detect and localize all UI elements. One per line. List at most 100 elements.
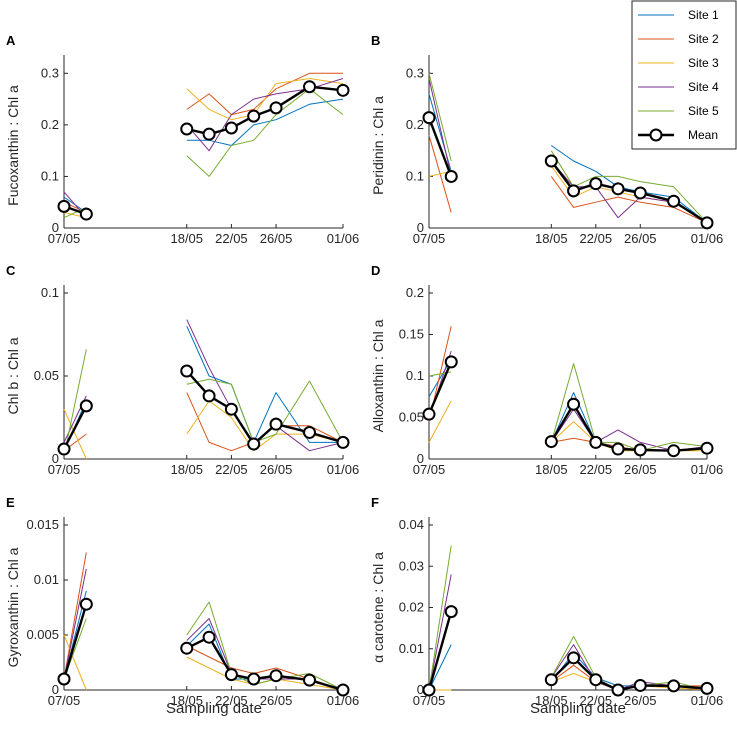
panel-letter: D (371, 263, 380, 278)
series-line-site-3 (63, 408, 87, 460)
x-tick-label: 26/05 (624, 693, 657, 708)
mean-point-marker (202, 389, 216, 403)
x-tick-label: 22/05 (215, 462, 248, 477)
panel-f: F 0 0.01 0.02 0.03 0.04 07/05 18/05 22/05 26/05 01… (370, 495, 723, 708)
mean-point-marker (589, 673, 603, 687)
series-line-site-2 (63, 552, 87, 680)
x-tick-label: 18/05 (170, 231, 203, 246)
y-tick-label: 0 (417, 220, 424, 235)
legend: Site 1 Site 2 Site 3 Site 4 Site 5 Mean (631, 0, 737, 150)
panel-letter: E (6, 495, 15, 510)
mean-point-marker (611, 442, 625, 456)
mean-point-marker (303, 673, 317, 687)
series-line-site-5 (428, 73, 452, 162)
x-tick-label: 01/06 (327, 693, 360, 708)
series-line-site-3 (428, 400, 452, 443)
y-axis-title: Peridinin : Chl a (370, 96, 386, 195)
mean-point-marker (336, 435, 350, 449)
x-tick-label: 07/05 (413, 231, 446, 246)
mean-point-marker (269, 417, 283, 431)
mean-point-marker (700, 441, 714, 455)
legend-marker (649, 128, 663, 142)
x-tick-label: 01/06 (691, 693, 724, 708)
series-line-site-4 (550, 644, 708, 691)
mean-point-marker (611, 683, 625, 697)
legend-label: Site 2 (688, 32, 719, 46)
series-line-mean (185, 370, 344, 446)
mean-point-marker (79, 399, 93, 413)
mean-point-marker (444, 169, 458, 183)
panel-letter: F (371, 495, 379, 510)
y-axis-title: α carotene : Chl a (370, 552, 386, 663)
mean-point-marker (544, 435, 558, 449)
series-line-site-4 (428, 574, 452, 691)
y-tick-label: 0.3 (41, 65, 59, 80)
y-tick-label: 0.05 (399, 410, 424, 425)
y-tick-label: 0 (417, 451, 424, 466)
panel-letter: A (6, 33, 16, 48)
mean-point-marker (444, 605, 458, 619)
y-tick-label: 0.04 (399, 517, 424, 532)
mean-point-marker (57, 672, 71, 686)
series-line-site-4 (550, 408, 708, 452)
x-tick-label: 18/05 (170, 693, 203, 708)
series-line-site-5 (550, 363, 708, 452)
panel-b: B 0 0.1 0.2 0.3 07/05 18/05 22/05 26/05 01/06 Peri… (370, 33, 723, 246)
y-tick-label: 0.15 (399, 327, 424, 342)
legend-label: Site 1 (688, 8, 719, 22)
mean-point-marker (79, 207, 93, 221)
x-tick-label: 07/05 (413, 462, 446, 477)
y-axis-title: Alloxanthin : Chl a (370, 319, 386, 432)
series-line-site-4 (186, 618, 344, 691)
y-tick-label: 0.03 (399, 558, 424, 573)
y-tick-label: 0.05 (34, 368, 59, 383)
legend-label: Site 5 (688, 104, 719, 118)
series-line-site-1 (551, 145, 708, 224)
panel-a: A 0 0.1 0.2 0.3 07/05 18/05 22/05 26/05 01/06 Fuco… (5, 33, 359, 246)
x-tick-label: 22/05 (215, 693, 248, 708)
x-tick-label: 22/05 (580, 693, 613, 708)
x-tick-label: 26/05 (260, 693, 293, 708)
mean-point-marker (567, 184, 581, 198)
panel-e: E 0 0.005 0.01 0.015 07/05 18/05 22/05 26/05 01/0… (5, 495, 359, 708)
mean-point-marker (544, 154, 558, 168)
mean-point-marker (633, 443, 647, 457)
x-tick-label: 07/05 (48, 462, 81, 477)
x-tick-label: 26/05 (260, 231, 293, 246)
y-tick-label: 0.005 (26, 627, 59, 642)
series-line-site-5 (428, 545, 452, 691)
series-line-mean (427, 611, 453, 691)
mean-point-marker (422, 407, 436, 421)
mean-point-marker (667, 679, 681, 693)
series-line-site-3 (186, 78, 344, 121)
series-line-site-1 (428, 644, 452, 691)
y-tick-label: 0.1 (406, 368, 424, 383)
y-axis-title: Fucoxanthin : Chl a (5, 85, 21, 206)
mean-point-marker (79, 597, 93, 611)
legend-label: Mean (688, 128, 718, 142)
legend-label: Site 3 (688, 56, 719, 70)
mean-point-marker (633, 186, 647, 200)
x-axis-title-left: Sampling date (166, 700, 262, 717)
x-tick-label: 07/05 (413, 693, 446, 708)
y-tick-label: 0.01 (399, 641, 424, 656)
x-tick-label: 18/05 (170, 462, 203, 477)
series-line-mean (62, 603, 88, 680)
y-tick-label: 0 (52, 220, 59, 235)
x-tick-label: 01/06 (691, 231, 724, 246)
mean-point-marker (567, 397, 581, 411)
y-tick-label: 0.02 (399, 600, 424, 615)
y-tick-label: 0.2 (406, 117, 424, 132)
y-tick-label: 0.3 (406, 65, 424, 80)
x-axis-title-right: Sampling date (530, 700, 626, 717)
series-line-site-3 (186, 656, 344, 691)
mean-point-marker (247, 109, 261, 123)
x-tick-label: 22/05 (580, 231, 613, 246)
series-line-mean (427, 117, 453, 177)
x-tick-label: 01/06 (327, 462, 360, 477)
series-line-site-4 (428, 78, 452, 177)
y-tick-label: 0.01 (34, 572, 59, 587)
x-tick-label: 07/05 (48, 693, 81, 708)
series-line-mean (427, 361, 453, 415)
